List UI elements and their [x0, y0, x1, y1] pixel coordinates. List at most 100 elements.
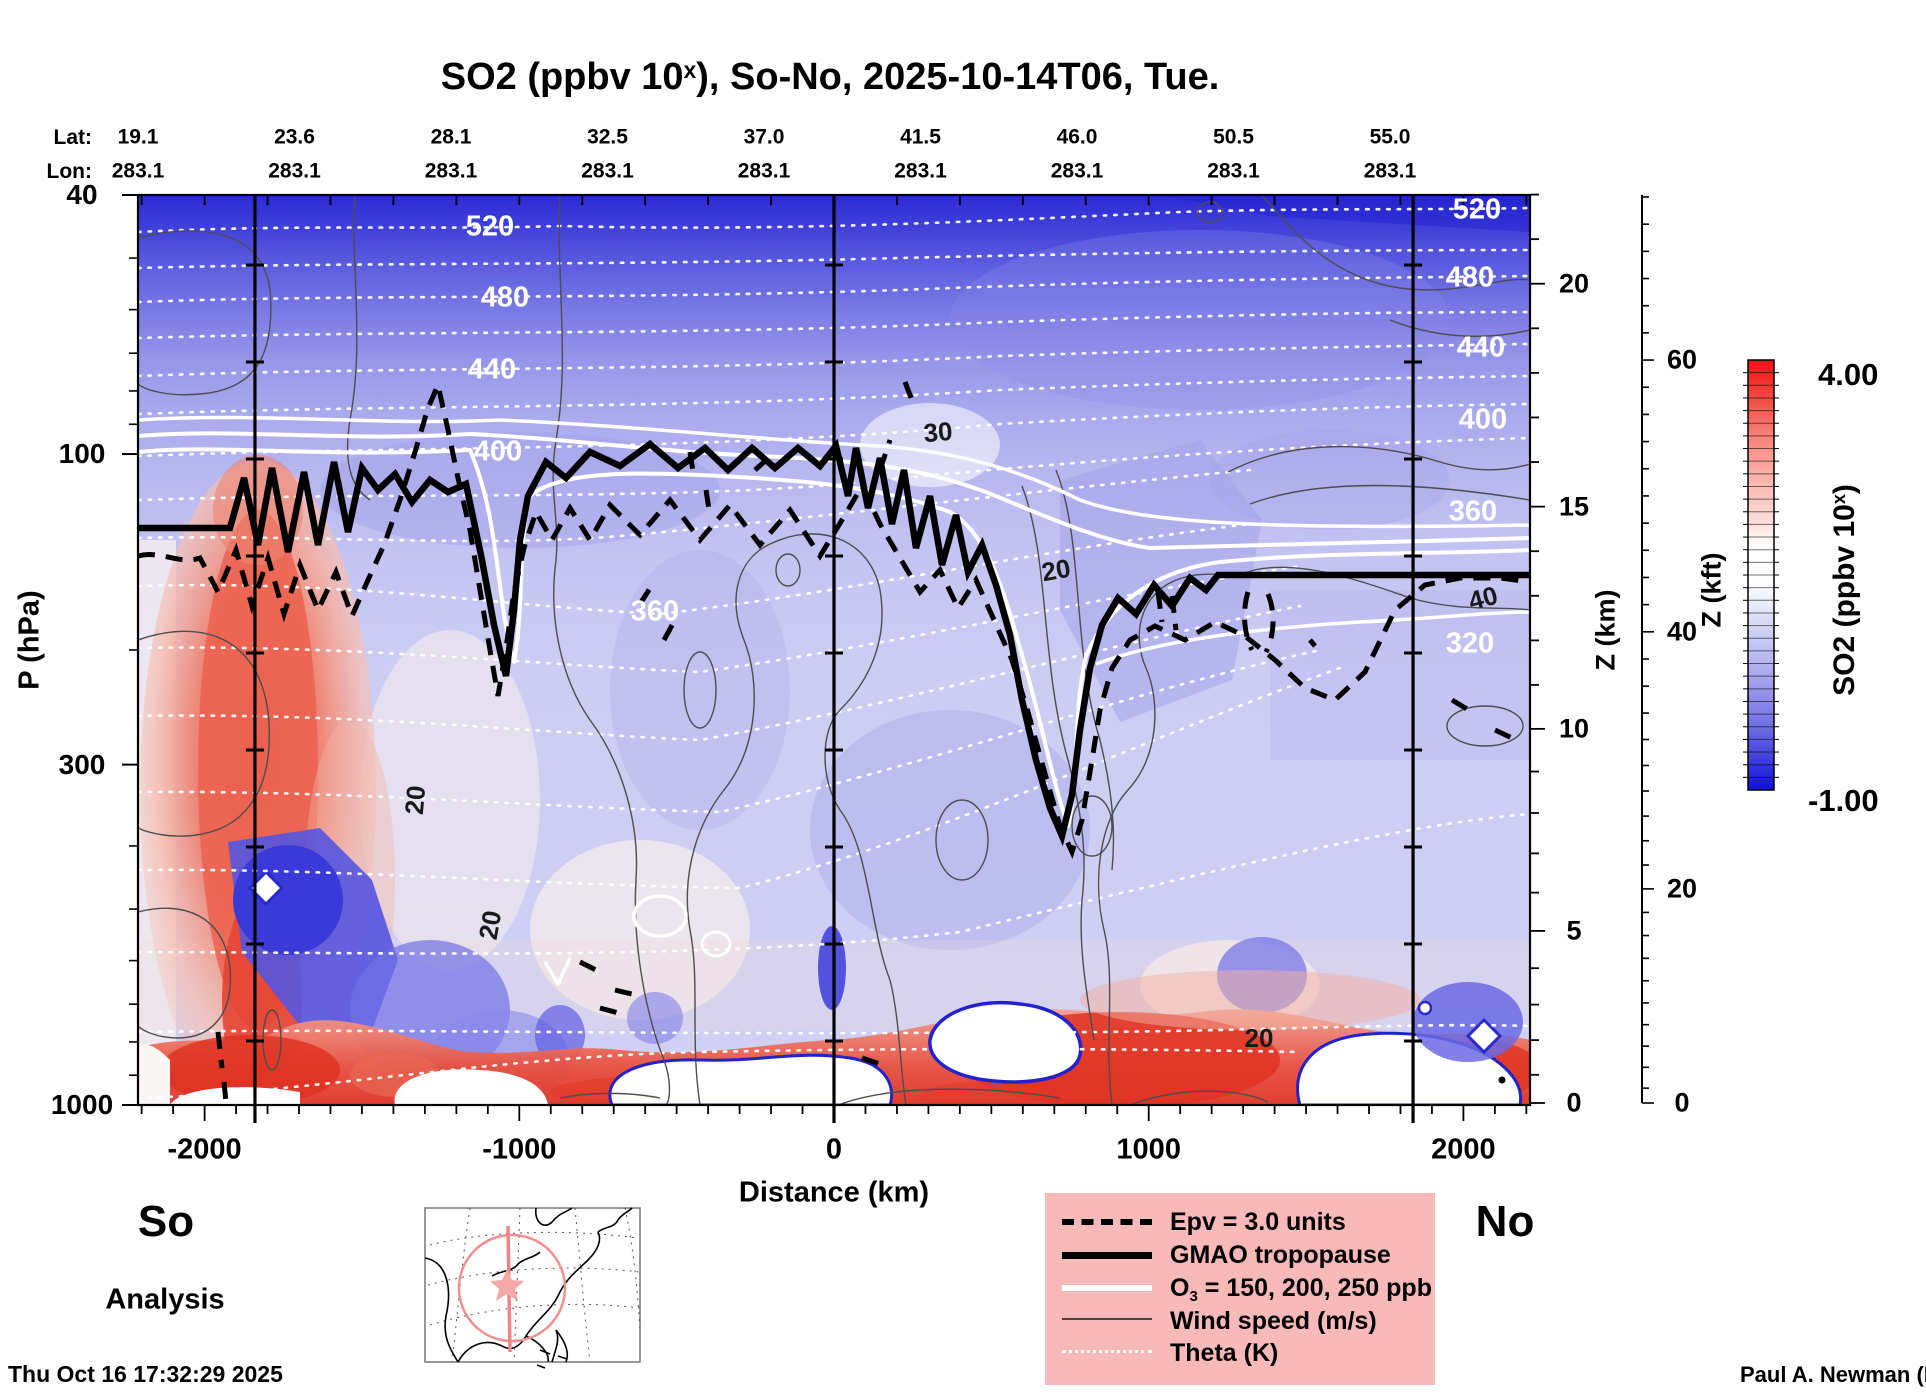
- title-superscript: x: [683, 56, 697, 83]
- legend-o3-label: O3 = 150, 200, 250 ppb: [1170, 1274, 1432, 1305]
- z-km-tick-label: 0: [1566, 1087, 1582, 1118]
- wind-contour-label: 40: [1465, 579, 1501, 617]
- lon-value: 283.1: [581, 159, 634, 183]
- lon-value: 283.1: [894, 159, 947, 183]
- legend-theta-line-sample: [1062, 1350, 1152, 1353]
- creation-timestamp: Thu Oct 16 17:32:29 2025: [8, 1361, 283, 1387]
- lon-value: 283.1: [111, 159, 165, 183]
- title-prefix: SO2 (ppbv 10: [440, 56, 684, 98]
- wind-contour-label: 30: [922, 415, 954, 449]
- colorbar-title-suffix: ): [1828, 484, 1861, 495]
- lat-value: 37.0: [743, 125, 785, 149]
- south-endpoint-label: So: [137, 1197, 195, 1246]
- lon-row-label: Lon:: [46, 160, 92, 183]
- theta-contour-label: 400: [473, 435, 523, 468]
- legend: Epv = 3.0 units GMAO tropopause O3 = 150…: [1045, 1193, 1435, 1385]
- lat-row-label: Lat:: [53, 126, 93, 149]
- z-km-tick-label: 20: [1558, 268, 1590, 299]
- lat-value: 50.5: [1213, 125, 1254, 149]
- tropopause-line: [138, 438, 1530, 847]
- colorbar-min-label: -1.00: [1808, 783, 1879, 818]
- north-endpoint-label: No: [1475, 1197, 1535, 1246]
- z-kft-axis-title: Z (kft): [1696, 552, 1727, 628]
- lon-value: 283.1: [737, 159, 791, 183]
- analysis-label: Analysis: [105, 1283, 225, 1316]
- legend-epv-line-sample: [1062, 1219, 1152, 1225]
- z-kft-tick-label: 0: [1674, 1087, 1690, 1118]
- legend-tropopause-line-sample: [1062, 1252, 1152, 1259]
- lon-value: 283.1: [268, 159, 321, 183]
- distance-tick-label: -1000: [482, 1133, 557, 1166]
- lat-value: 28.1: [430, 125, 472, 149]
- epv-line: [138, 376, 1530, 1103]
- theta-contour-label: 480: [1445, 261, 1495, 294]
- legend-o3-suffix: = 150, 200, 250 ppb: [1197, 1274, 1432, 1302]
- pressure-tick-label: 300: [58, 748, 106, 780]
- wind-contours: [138, 195, 1530, 1105]
- pressure-tick-label: 1000: [50, 1089, 114, 1120]
- legend-o3-line-sample: [1062, 1285, 1152, 1291]
- lat-value: 23.6: [274, 125, 315, 149]
- distance-tick-label: 0: [825, 1133, 843, 1166]
- map-inset: [424, 1207, 641, 1369]
- lon-value: 283.1: [424, 159, 478, 183]
- colorbar-max-label: 4.00: [1818, 357, 1879, 392]
- colorbar-title-superscript: x: [1829, 494, 1849, 505]
- theta-contour-label: 520: [1452, 193, 1502, 226]
- z-km-axis-title: Z (km): [1590, 589, 1621, 671]
- distance-tick-label: 1000: [1116, 1133, 1181, 1166]
- wind-contour-label: 20: [398, 784, 432, 816]
- so2-filled-field: [138, 195, 1530, 1105]
- theta-contour-label: 440: [1456, 331, 1506, 364]
- colorbar-title: SO2 (ppbv 10x): [1828, 484, 1861, 696]
- theta-contour-label: 480: [480, 281, 530, 314]
- theta-contour-label: 360: [1448, 495, 1498, 528]
- z-kft-tick-label: 60: [1666, 344, 1698, 375]
- pressure-tick-label: 100: [58, 438, 106, 470]
- lat-value: 32.5: [587, 125, 628, 149]
- colorbar: [1743, 359, 1779, 791]
- distance-tick-label: -2000: [167, 1133, 242, 1166]
- distance-axis-title: Distance (km): [738, 1176, 930, 1209]
- lon-value: 283.1: [1363, 159, 1417, 183]
- legend-wind-label: Wind speed (m/s): [1170, 1307, 1377, 1335]
- lon-value: 283.1: [1050, 159, 1104, 183]
- ozone-contours: [138, 415, 1530, 986]
- wind-contour-label: 20: [1039, 552, 1073, 588]
- waypoint-lines: [245, 195, 1423, 1123]
- theta-contour-label: 440: [467, 353, 517, 386]
- z-kft-tick-label: 40: [1666, 616, 1698, 647]
- map-transect-circle: [457, 1233, 567, 1343]
- axis-ticks: [122, 193, 1654, 1121]
- map-coastline: [424, 1207, 633, 1369]
- title-suffix: ), So-No, 2025-10-14T06, Tue.: [696, 56, 1220, 98]
- theta-contour-label: 320: [1445, 627, 1495, 660]
- z-km-tick-label: 15: [1558, 491, 1590, 522]
- page-title: SO2 (ppbv 10x), So-No, 2025-10-14T06, Tu…: [0, 58, 1660, 96]
- distance-tick-label: 2000: [1431, 1133, 1496, 1166]
- z-km-tick-label: 10: [1558, 713, 1590, 744]
- lat-value: 55.0: [1369, 125, 1411, 149]
- lat-value: 19.1: [117, 125, 159, 149]
- pressure-tick-label: 40: [66, 179, 98, 210]
- lat-value: 46.0: [1056, 125, 1098, 149]
- legend-epv-label: Epv = 3.0 units: [1170, 1208, 1346, 1236]
- z-kft-tick-label: 20: [1666, 873, 1698, 904]
- lat-value: 41.5: [900, 125, 941, 149]
- lon-value: 283.1: [1207, 159, 1260, 183]
- legend-o3-subscript: 3: [1189, 1288, 1198, 1306]
- theta-contour-label: 360: [630, 595, 680, 628]
- theta-contour-label: 400: [1458, 403, 1508, 436]
- map-center-star-icon: [490, 1269, 524, 1301]
- credit-text: Paul A. Newman (NASA: [1740, 1362, 1926, 1387]
- legend-tropopause-label: GMAO tropopause: [1170, 1241, 1391, 1269]
- legend-wind-line-sample: [1062, 1318, 1152, 1320]
- colorbar-title-prefix: SO2 (ppbv 10: [1828, 504, 1861, 696]
- z-km-tick-label: 5: [1566, 915, 1582, 946]
- legend-o3-prefix: O: [1170, 1274, 1190, 1302]
- theta-contour-label: 520: [465, 210, 515, 243]
- wind-contour-label: 20: [472, 908, 508, 942]
- legend-theta-label: Theta (K): [1170, 1339, 1279, 1367]
